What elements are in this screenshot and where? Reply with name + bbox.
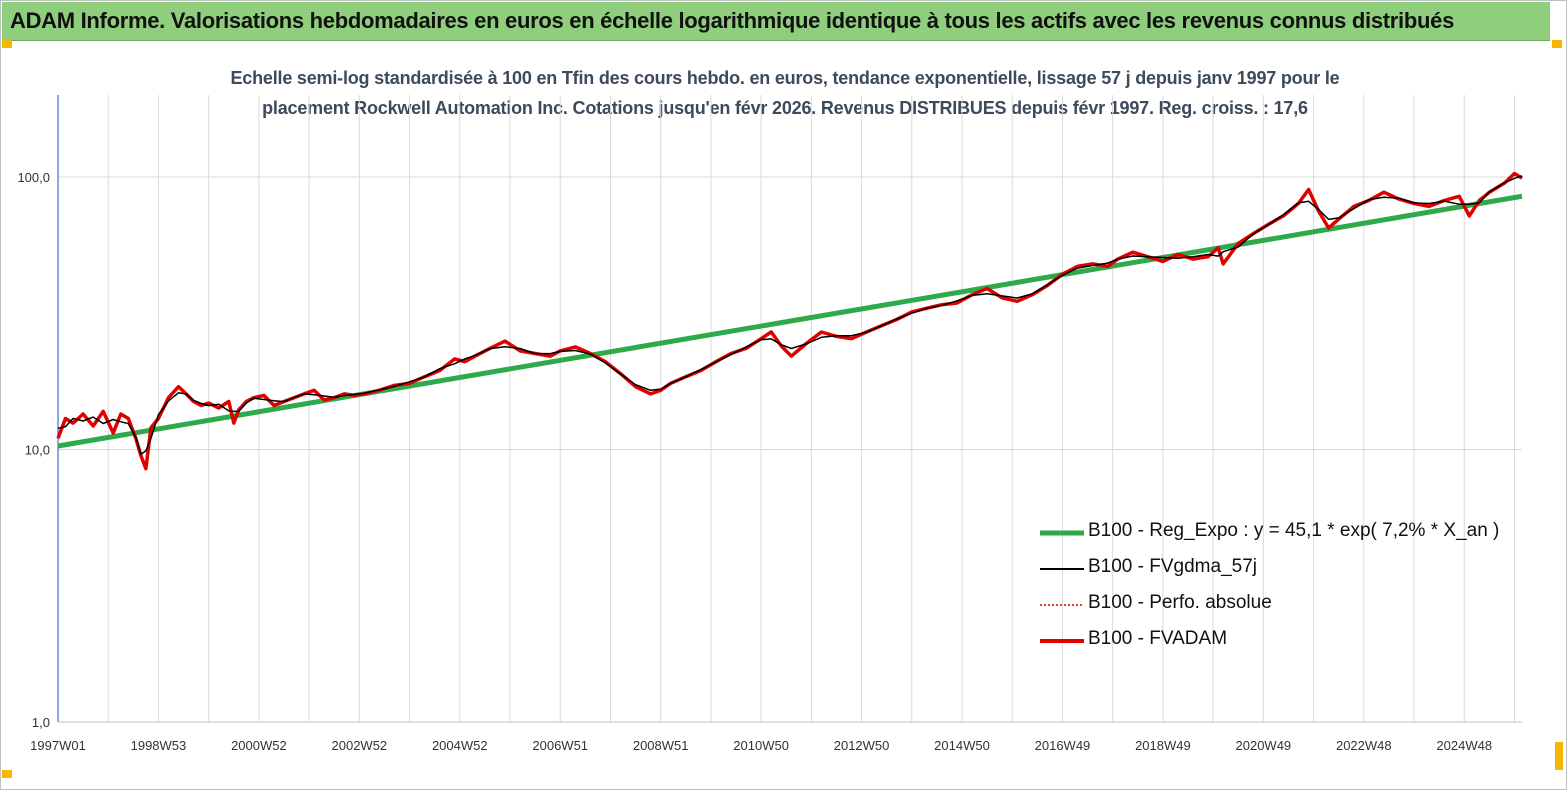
- y-tick-label: 1,0: [32, 715, 50, 730]
- x-tick-label: 1997W01: [30, 738, 86, 753]
- x-tick-label: 1998W53: [131, 738, 187, 753]
- x-tick-label: 2008W51: [633, 738, 689, 753]
- corner-marker-top-right: [1552, 40, 1562, 48]
- x-tick-label: 2014W50: [934, 738, 990, 753]
- tick-labels: 1,0 10,0 100,0 1997W01 1998W53 2000W52 2002W52…: [17, 170, 1492, 753]
- corner-marker-top-left: [2, 40, 12, 48]
- legend-swatch-perf: [1040, 604, 1084, 606]
- y-tick-label: 100,0: [17, 170, 50, 185]
- axes: [57, 95, 1522, 723]
- legend-label-perf: B100 - Perfo. absolue: [1088, 592, 1272, 613]
- corner-marker-bottom-right: [1555, 742, 1563, 770]
- legend-label-fvadam: B100 - FVADAM: [1088, 628, 1228, 649]
- x-tick-label: 2002W52: [332, 738, 388, 753]
- legend-label-smoothed: B100 - FVgdma_57j: [1088, 556, 1257, 577]
- report-banner: ADAM Informe. Valorisations hebdomadaire…: [2, 2, 1550, 41]
- x-tick-label: 2004W52: [432, 738, 488, 753]
- series-lines: [56, 171, 1523, 471]
- x-tick-label: 2022W48: [1336, 738, 1392, 753]
- x-tick-label: 2020W49: [1236, 738, 1292, 753]
- x-tick-label: 2024W48: [1436, 738, 1492, 753]
- smoothed-series-line: [57, 175, 1523, 455]
- x-tick-label: 2000W52: [231, 738, 287, 753]
- corner-marker-bottom-left: [2, 770, 12, 778]
- legend-swatch-smoothed: [1040, 568, 1084, 570]
- report-title: ADAM Informe. Valorisations hebdomadaire…: [10, 8, 1455, 33]
- x-tick-label: 2006W51: [532, 738, 588, 753]
- trend-series-line: [57, 193, 1523, 449]
- chart-title-line-1: Echelle semi-log standardisée à 100 en T…: [230, 68, 1340, 88]
- x-tick-label: 2018W49: [1135, 738, 1191, 753]
- chart-title-line-2: placement Rockwell Automation Inc. Cotat…: [262, 98, 1308, 118]
- y-tick-label: 10,0: [25, 443, 50, 458]
- x-tick-label: 2010W50: [733, 738, 789, 753]
- legend-label-trend: B100 - Reg_Expo : y = 45,1 * exp( 7,2% *…: [1088, 520, 1500, 541]
- x-tick-label: 2012W50: [834, 738, 890, 753]
- legend-swatch-fvadam: [1040, 639, 1084, 643]
- x-tick-label: 2016W49: [1035, 738, 1091, 753]
- legend-swatch-trend: [1040, 530, 1084, 536]
